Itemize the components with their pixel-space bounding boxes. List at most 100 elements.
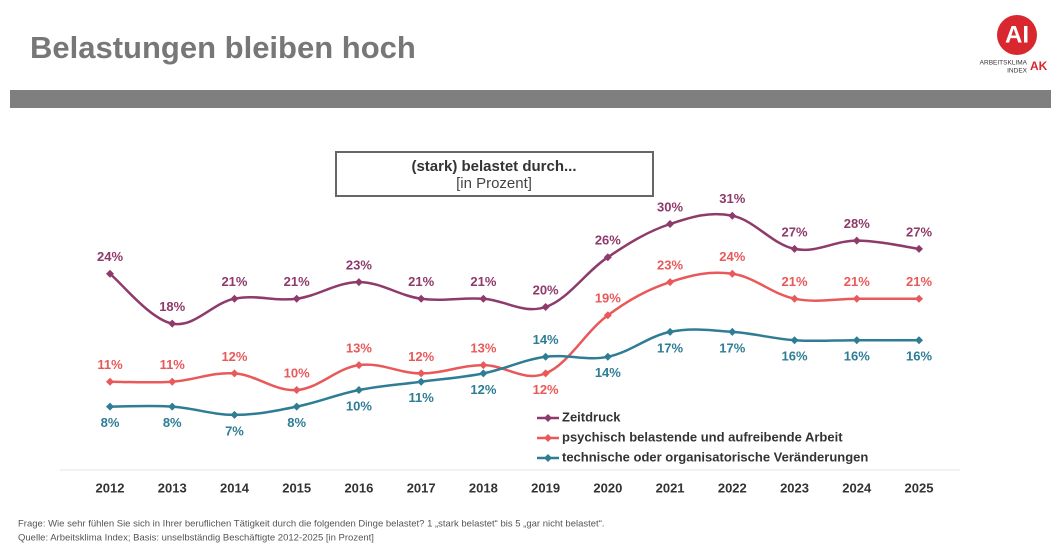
data-label: 21% xyxy=(844,274,870,289)
marker xyxy=(479,294,488,303)
marker xyxy=(168,402,177,411)
data-label: 30% xyxy=(657,199,683,214)
line xyxy=(109,328,919,417)
slide-title: Belastungen bleiben hoch xyxy=(30,30,416,65)
data-label: 14% xyxy=(533,332,559,347)
marker xyxy=(541,352,550,361)
data-label: 17% xyxy=(657,340,683,355)
data-label: 16% xyxy=(906,349,932,364)
marker xyxy=(354,386,363,394)
data-label: 23% xyxy=(346,258,372,273)
marker xyxy=(106,377,114,386)
data-label: 26% xyxy=(595,233,621,248)
logo-mark: AI xyxy=(1005,21,1029,48)
marker xyxy=(728,211,737,220)
x-tick-label: 2024 xyxy=(842,480,872,495)
marker xyxy=(230,410,239,419)
marker xyxy=(603,253,612,262)
marker xyxy=(915,244,923,253)
marker xyxy=(479,361,488,370)
data-label: 13% xyxy=(470,341,496,356)
marker xyxy=(666,220,675,228)
x-tick-label: 2012 xyxy=(96,480,125,495)
marker xyxy=(106,269,114,278)
marker xyxy=(292,294,301,303)
x-tick-label: 2015 xyxy=(282,480,311,495)
marker xyxy=(292,402,301,411)
x-tick-label: 2025 xyxy=(905,480,934,495)
x-tick-label: 2021 xyxy=(656,480,685,495)
data-label: 12% xyxy=(408,349,434,364)
data-label: 12% xyxy=(533,382,559,397)
data-label: 13% xyxy=(346,341,372,356)
legend-label: Zeitdruck xyxy=(562,409,621,424)
marker xyxy=(728,327,737,336)
data-label: 24% xyxy=(97,249,123,264)
marker xyxy=(852,294,861,303)
data-label: 21% xyxy=(782,274,808,289)
data-label: 12% xyxy=(221,349,247,364)
data-label: 10% xyxy=(346,398,372,413)
data-label: 21% xyxy=(284,274,310,289)
x-tick-label: 2017 xyxy=(407,480,436,495)
x-tick-label: 2019 xyxy=(531,480,560,495)
data-label: 20% xyxy=(533,282,559,297)
data-label: 19% xyxy=(595,291,621,306)
data-label: 10% xyxy=(284,365,310,380)
marker xyxy=(354,278,363,287)
marker xyxy=(354,361,363,370)
line xyxy=(109,271,919,392)
data-label: 21% xyxy=(906,274,932,289)
marker xyxy=(541,303,550,311)
header-band xyxy=(10,90,1051,108)
data-label: 21% xyxy=(408,274,434,289)
marker xyxy=(479,369,488,378)
data-label: 18% xyxy=(159,299,185,314)
x-tick-label: 2018 xyxy=(469,480,498,495)
marker xyxy=(541,369,550,378)
marker xyxy=(728,269,737,278)
marker xyxy=(790,294,799,303)
marker xyxy=(417,294,426,303)
x-tick-label: 2013 xyxy=(158,480,187,495)
data-label: 7% xyxy=(225,423,244,438)
chart-title: (stark) belastet durch... xyxy=(411,158,576,175)
marker xyxy=(168,377,177,386)
data-label: 31% xyxy=(719,191,745,206)
marker xyxy=(790,336,799,345)
data-label: 27% xyxy=(906,224,932,239)
marker xyxy=(852,236,861,245)
logo-line2: INDEX xyxy=(1007,68,1028,75)
logo-brand: AK xyxy=(1030,59,1048,73)
logo: AI ARBEITSKLIMA INDEX AK xyxy=(980,15,1048,75)
data-label: 28% xyxy=(844,216,870,231)
chart-subtitle: [in Prozent] xyxy=(456,175,532,192)
data-label: 8% xyxy=(287,415,306,430)
data-label: 23% xyxy=(657,258,683,273)
data-label: 17% xyxy=(719,340,745,355)
legend-marker xyxy=(544,414,552,422)
x-tick-label: 2014 xyxy=(220,480,250,495)
marker xyxy=(666,327,675,336)
marker xyxy=(230,369,239,378)
legend-label: psychisch belastende und aufreibende Arb… xyxy=(562,429,843,444)
data-label: 11% xyxy=(97,357,123,372)
data-label: 8% xyxy=(101,415,120,430)
data-label: 8% xyxy=(163,415,182,430)
marker xyxy=(915,294,923,303)
data-label: 16% xyxy=(844,349,870,364)
data-label: 21% xyxy=(221,274,247,289)
x-tick-label: 2020 xyxy=(593,480,622,495)
marker xyxy=(666,278,675,287)
x-tick-label: 2016 xyxy=(344,480,373,495)
marker xyxy=(106,402,114,411)
x-tick-label: 2023 xyxy=(780,480,809,495)
marker xyxy=(603,352,612,361)
marker xyxy=(230,294,239,303)
marker xyxy=(915,336,923,345)
plot: 2012 2013 2014 2015 2016 2017 2018 2019 2020 2021… xyxy=(96,191,934,495)
data-label: 11% xyxy=(408,390,434,405)
logo-line1: ARBEITSKLIMA xyxy=(980,60,1028,67)
legend-label: technische oder organisatorische Verände… xyxy=(562,449,868,464)
